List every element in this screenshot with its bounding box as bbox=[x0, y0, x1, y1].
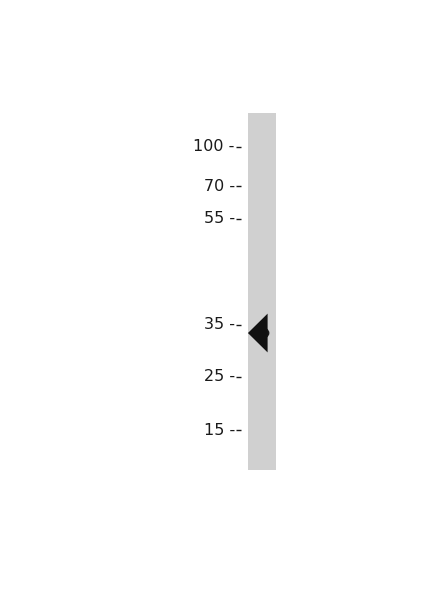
Text: 15 -: 15 - bbox=[203, 422, 235, 437]
Text: 55 -: 55 - bbox=[204, 211, 235, 226]
Text: 25 -: 25 - bbox=[204, 370, 235, 385]
Ellipse shape bbox=[251, 326, 269, 340]
Bar bbox=[247, 113, 277, 470]
Text: 35 -: 35 - bbox=[204, 317, 235, 332]
Text: 100 -: 100 - bbox=[193, 139, 235, 154]
Text: 70 -: 70 - bbox=[204, 179, 235, 194]
Polygon shape bbox=[248, 314, 268, 352]
